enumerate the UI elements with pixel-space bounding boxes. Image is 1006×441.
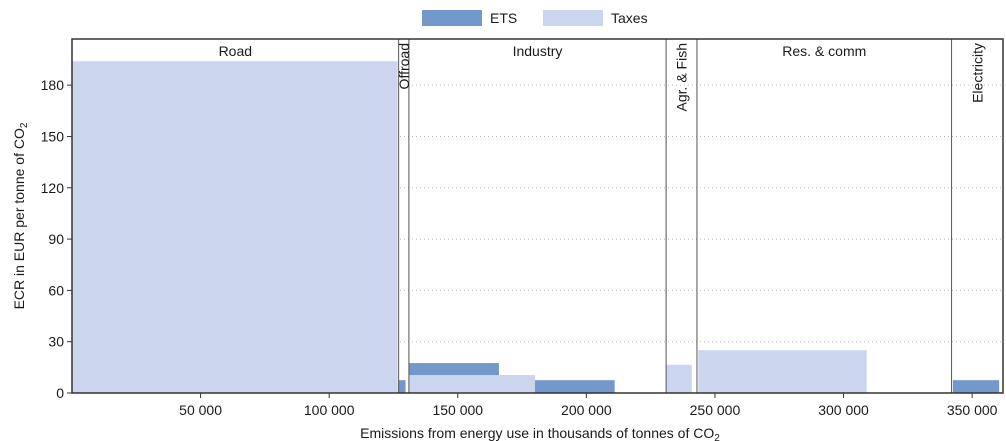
x-tick-label: 100 000 [304, 402, 355, 418]
y-axis-ticks: 0 30 60 90 120 150 180 [41, 77, 72, 401]
bar-taxes [666, 364, 692, 393]
bar-taxes [408, 375, 535, 393]
sector-dividers [398, 39, 953, 393]
x-tick-label: 150 000 [432, 402, 483, 418]
y-tick-label: 150 [41, 128, 65, 144]
legend-swatch-ets [422, 10, 482, 26]
legend-swatch-taxes [543, 10, 603, 26]
y-tick-label: 90 [48, 231, 64, 247]
sector-label-industry: Industry [513, 43, 563, 59]
bar-ets [398, 380, 406, 393]
y-tick-label: 180 [41, 77, 65, 93]
x-tick-label: 50 000 [179, 402, 222, 418]
y-axis-label: ECR in EUR per tonne of CO2 [11, 122, 30, 309]
legend: ETS Taxes [422, 10, 648, 26]
sector-label-road: Road [219, 43, 252, 59]
y-tick-label: 30 [48, 334, 64, 350]
legend-label-ets: ETS [490, 10, 517, 26]
bar-ets [534, 380, 615, 393]
sector-label-offroad: Offroad [396, 43, 412, 89]
plot-frame [71, 38, 1004, 394]
sector-labels: Road Offroad Industry Agr. & Fish Res. & com… [219, 43, 986, 111]
x-tick-label: 200 000 [561, 402, 612, 418]
x-tick-label: 300 000 [818, 402, 869, 418]
bars [72, 61, 1000, 394]
y-tick-label: 120 [41, 180, 65, 196]
bar-ets [952, 380, 1000, 393]
x-tick-label: 350 000 [947, 402, 998, 418]
sector-label-res-comm: Res. & comm [782, 43, 866, 59]
sector-label-agr-fish: Agr. & Fish [674, 43, 690, 111]
x-axis-label: Emissions from energy use in thousands o… [360, 425, 720, 441]
x-axis-ticks: 50 000 100 000 150 000 200 000 250 000 300 00… [179, 393, 998, 418]
bar-taxes [72, 61, 398, 394]
y-tick-label: 0 [56, 385, 64, 401]
bar-taxes [698, 350, 867, 393]
sector-label-electricity: Electricity [969, 43, 985, 103]
y-tick-label: 60 [48, 282, 64, 298]
legend-label-taxes: Taxes [611, 10, 648, 26]
x-tick-label: 250 000 [690, 402, 741, 418]
